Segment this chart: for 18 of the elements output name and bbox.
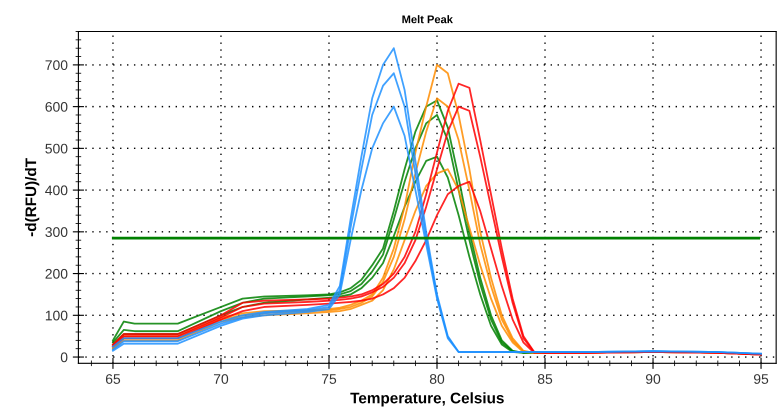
x-tick-label: 95 bbox=[754, 374, 768, 384]
x-tick-label: 90 bbox=[646, 374, 660, 384]
y-tick-label: 300 bbox=[45, 227, 68, 237]
x-axis-title: Temperature, Celsius bbox=[350, 392, 504, 406]
chart-title: Melt Peak bbox=[402, 15, 453, 24]
y-axis-title: -d(RFU)/dT bbox=[25, 158, 40, 236]
y-tick-label: 500 bbox=[45, 144, 68, 154]
y-tick-label: 400 bbox=[45, 185, 68, 196]
x-tick-label: 65 bbox=[106, 374, 120, 384]
x-tick-label: 75 bbox=[322, 374, 336, 384]
x-tick-label: 85 bbox=[538, 374, 552, 384]
x-tick-label: 80 bbox=[430, 374, 444, 384]
y-tick-label: 100 bbox=[46, 310, 68, 320]
y-tick-label: 200 bbox=[46, 268, 68, 279]
y-tick-label: 0 bbox=[60, 352, 68, 362]
y-tick-label: 600 bbox=[46, 102, 68, 112]
y-tick-label: 700 bbox=[46, 60, 68, 70]
x-tick-label: 70 bbox=[214, 374, 228, 384]
